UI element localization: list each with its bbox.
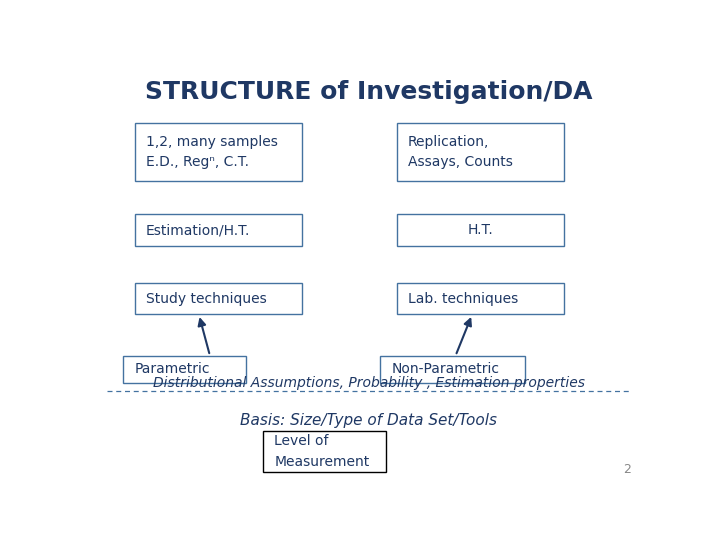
Text: 1,2, many samples
E.D., Regⁿ, C.T.: 1,2, many samples E.D., Regⁿ, C.T. bbox=[145, 135, 278, 170]
Text: Lab. techniques: Lab. techniques bbox=[408, 292, 518, 306]
Text: Study techniques: Study techniques bbox=[145, 292, 266, 306]
Text: Estimation/H.T.: Estimation/H.T. bbox=[145, 223, 250, 237]
Text: Parametric: Parametric bbox=[135, 362, 210, 376]
FancyBboxPatch shape bbox=[380, 356, 526, 383]
Text: Distributional Assumptions, Probability , Estimation properties: Distributional Assumptions, Probability … bbox=[153, 376, 585, 390]
Text: H.T.: H.T. bbox=[468, 223, 493, 237]
FancyBboxPatch shape bbox=[135, 214, 302, 246]
FancyBboxPatch shape bbox=[397, 123, 564, 181]
FancyBboxPatch shape bbox=[397, 214, 564, 246]
Text: Non-Parametric: Non-Parametric bbox=[392, 362, 500, 376]
Text: Replication,
Assays, Counts: Replication, Assays, Counts bbox=[408, 135, 513, 170]
FancyBboxPatch shape bbox=[124, 356, 246, 383]
Text: STRUCTURE of Investigation/DA: STRUCTURE of Investigation/DA bbox=[145, 80, 593, 104]
Text: Level of
Measurement: Level of Measurement bbox=[274, 434, 369, 469]
FancyBboxPatch shape bbox=[135, 123, 302, 181]
Text: Basis: Size/Type of Data Set/Tools: Basis: Size/Type of Data Set/Tools bbox=[240, 413, 498, 428]
FancyBboxPatch shape bbox=[135, 283, 302, 314]
FancyBboxPatch shape bbox=[263, 431, 386, 472]
FancyBboxPatch shape bbox=[397, 283, 564, 314]
Text: 2: 2 bbox=[624, 463, 631, 476]
